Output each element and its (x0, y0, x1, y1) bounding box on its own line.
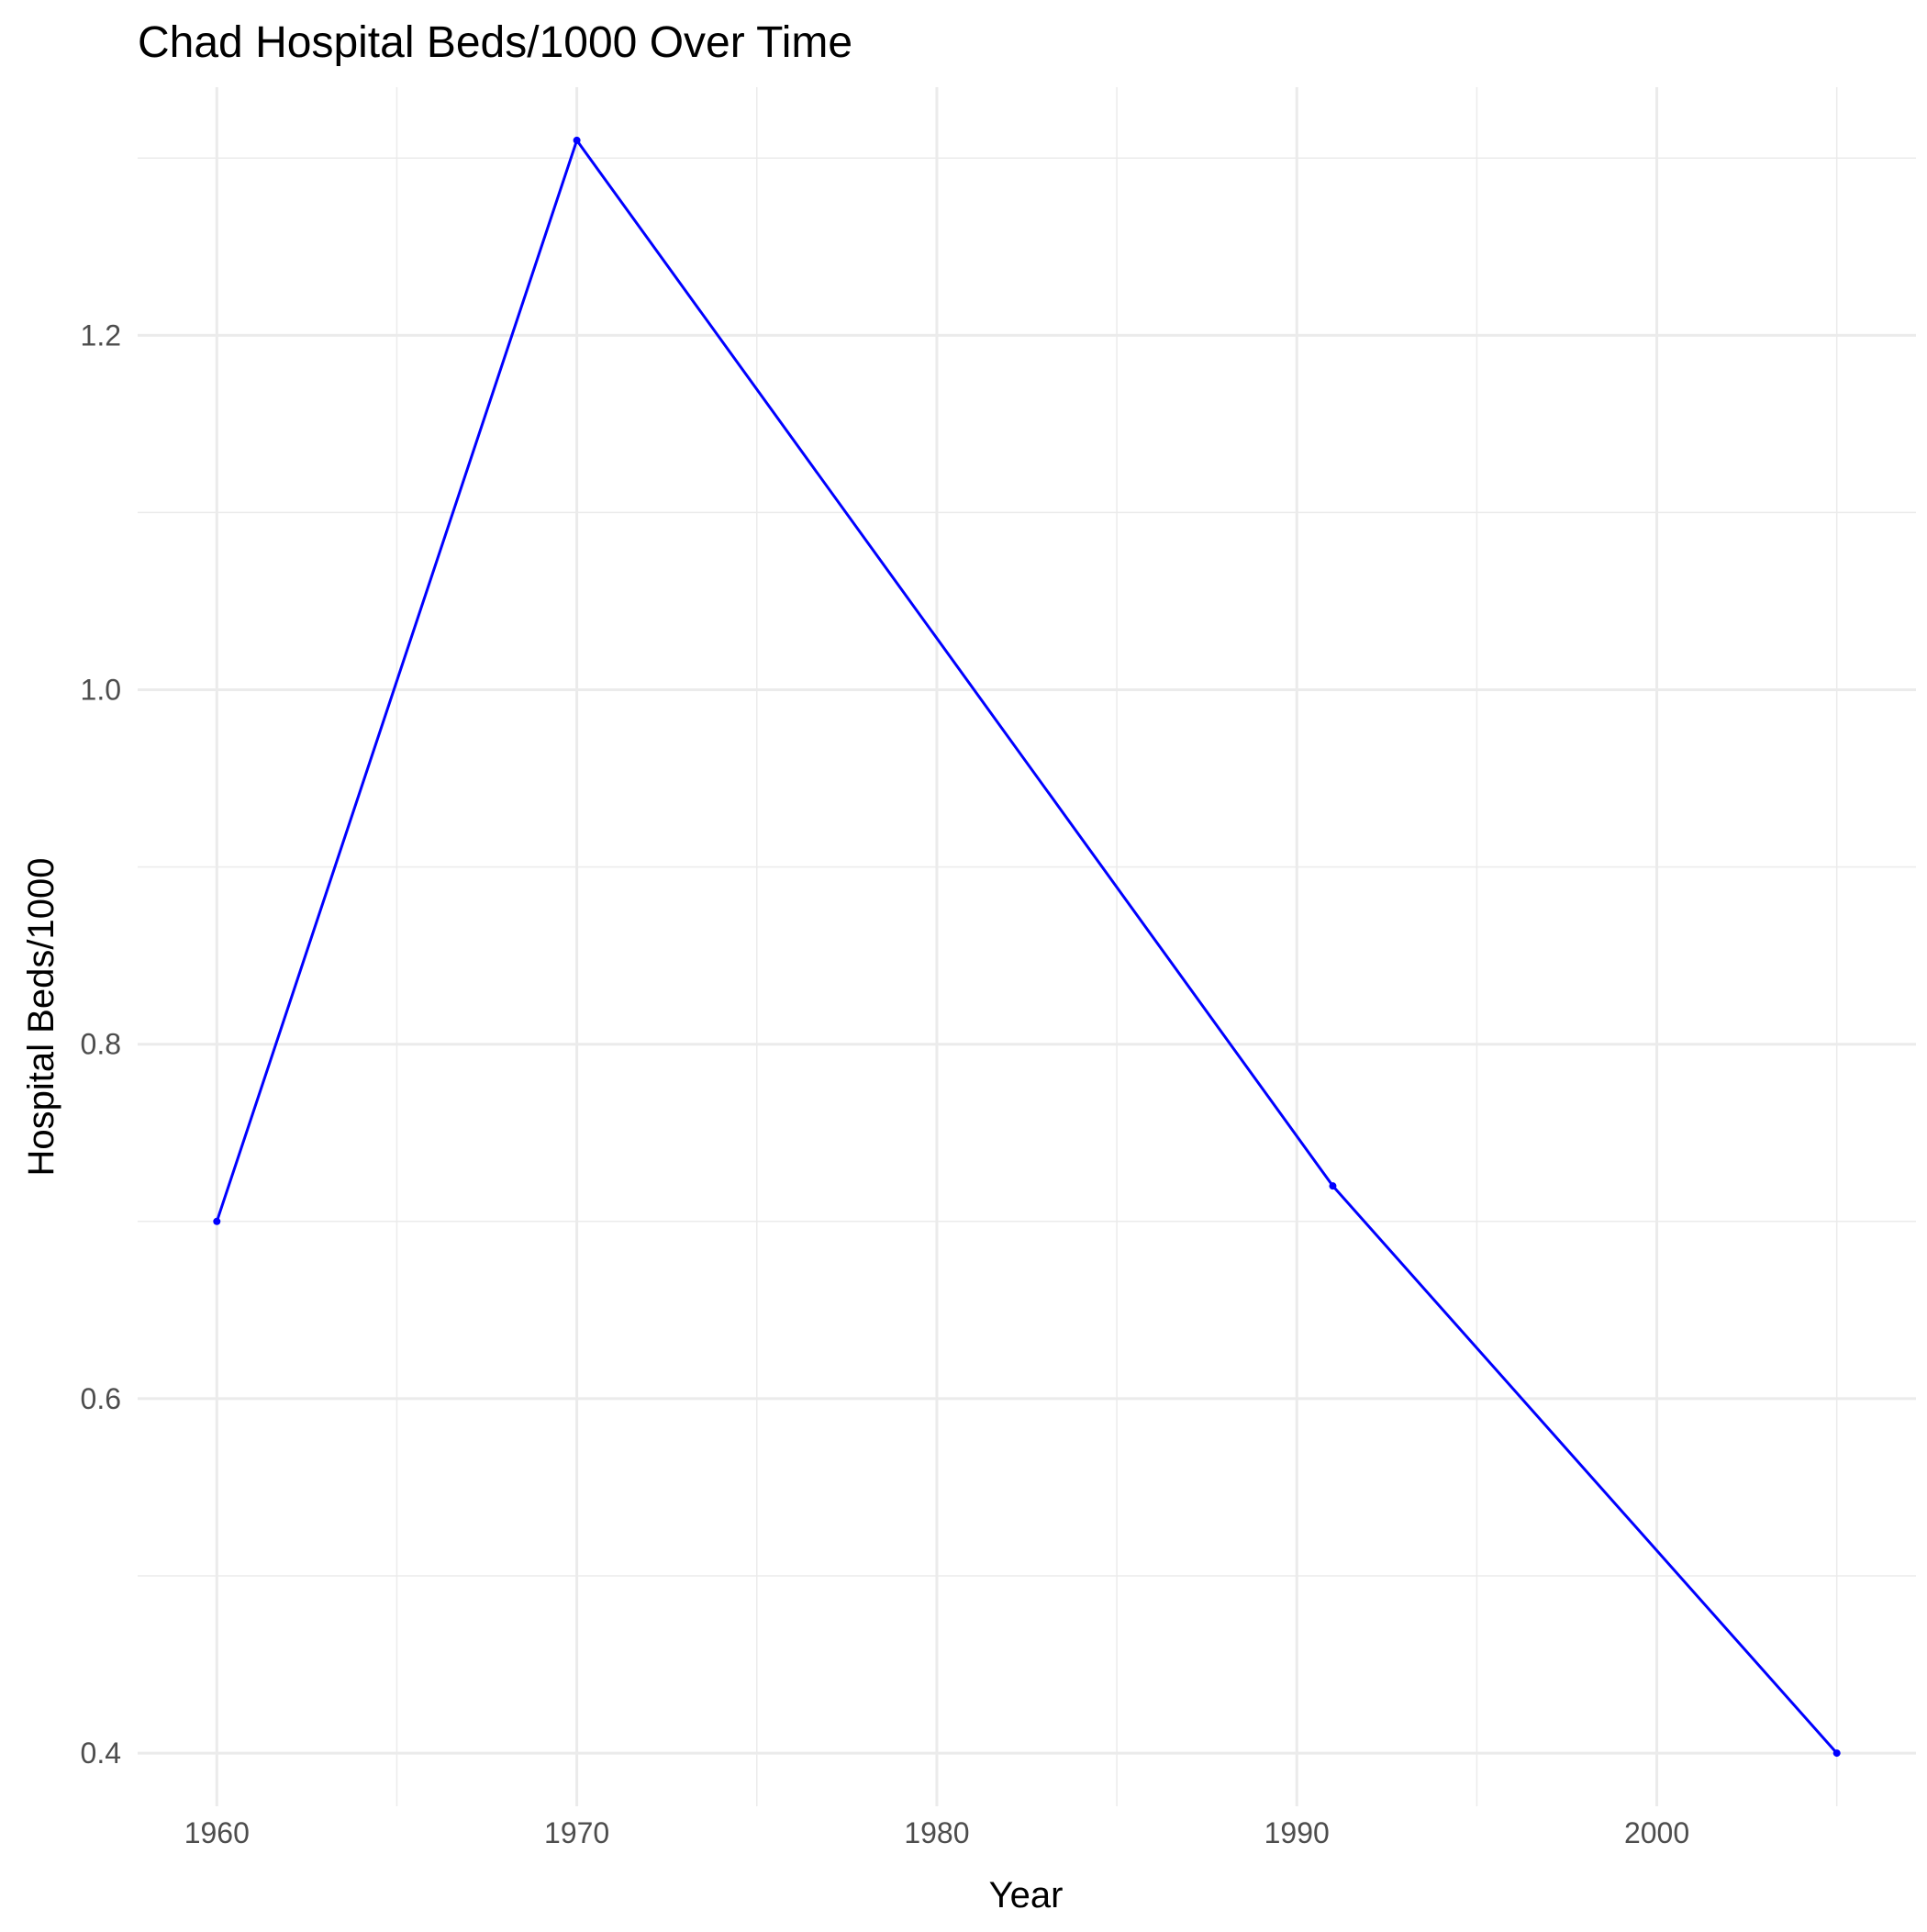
series-line (215, 139, 1839, 1755)
x-tick-label: 1990 (1264, 1816, 1330, 1849)
x-tick-label: 1980 (904, 1816, 969, 1849)
data-point (1329, 1182, 1337, 1190)
chart-title: Chad Hospital Beds/1000 Over Time (138, 18, 852, 67)
x-tick-label: 1970 (544, 1816, 609, 1849)
x-axis-title: Year (989, 1875, 1064, 1915)
x-tick-label: 1960 (184, 1816, 250, 1849)
y-tick-label: 1.0 (81, 674, 121, 707)
y-tick-label: 0.4 (81, 1737, 121, 1770)
grid-lines (138, 87, 1916, 1806)
data-point (573, 136, 581, 144)
series-layer (213, 136, 1841, 1758)
y-tick-label: 0.8 (81, 1028, 121, 1061)
data-point (213, 1217, 221, 1225)
tick-labels: 1960 1970 1980 1990 2000 0.4 0.6 0.8 1.0 1.2 (81, 318, 1690, 1849)
data-point (1832, 1749, 1841, 1758)
x-tick-label: 2000 (1624, 1816, 1689, 1849)
y-tick-label: 1.2 (81, 318, 121, 352)
y-tick-label: 0.6 (81, 1382, 121, 1415)
y-axis-title: Hospital Beds/1000 (21, 858, 61, 1177)
